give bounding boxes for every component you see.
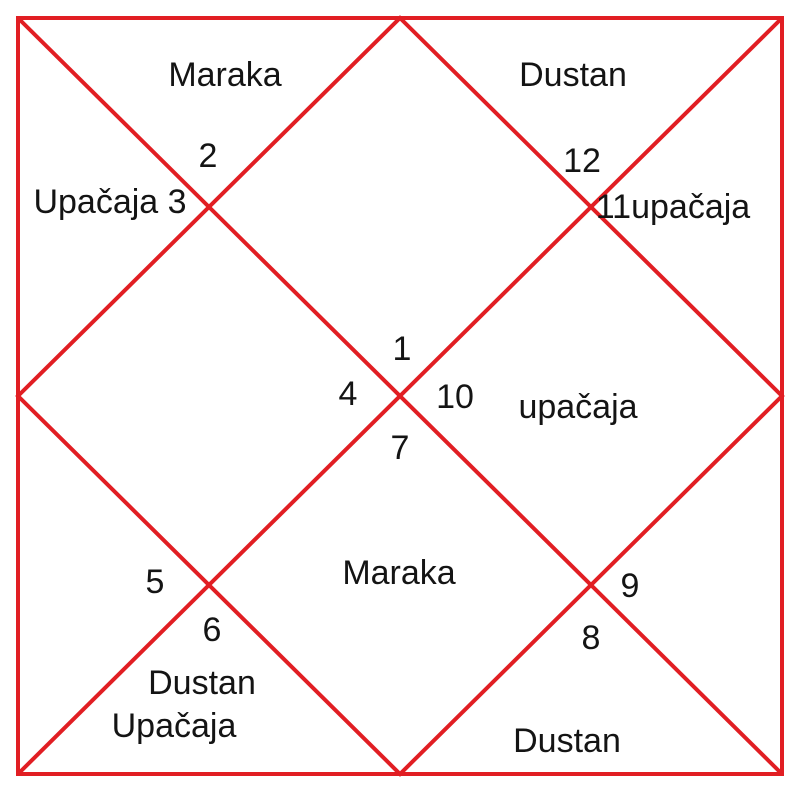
house-4-number: 4 — [338, 375, 358, 413]
label-upacaja-bottom-left: Upačaja — [111, 707, 237, 745]
house-12-number: 12 — [563, 142, 601, 180]
diagonal-line-trbl — [16, 16, 784, 776]
label-dustan-bottom-left: Dustan — [148, 664, 256, 702]
house-1-number: 1 — [392, 330, 412, 368]
house-5-number: 5 — [145, 563, 165, 601]
label-upacaja-house-3: Upačaja 3 — [33, 183, 187, 221]
chart-line-group — [15, 15, 785, 777]
house-2-number: 2 — [198, 137, 218, 175]
label-dustan-top: Dustan — [519, 56, 627, 94]
inner-diamond — [15, 15, 785, 777]
house-10-number: 10 — [436, 378, 474, 416]
house-9-number: 9 — [620, 567, 640, 605]
house-7-number: 7 — [390, 429, 410, 467]
label-dustan-bottom-right: Dustan — [513, 722, 621, 760]
house-8-number: 8 — [581, 619, 601, 657]
label-maraka-bottom: Maraka — [342, 554, 456, 592]
house-6-number: 6 — [202, 611, 222, 649]
label-house-11-upacaja: 11upačaja — [595, 188, 751, 226]
label-maraka-top: Maraka — [168, 56, 282, 94]
label-upacaja-mid-right: upačaja — [518, 388, 638, 426]
